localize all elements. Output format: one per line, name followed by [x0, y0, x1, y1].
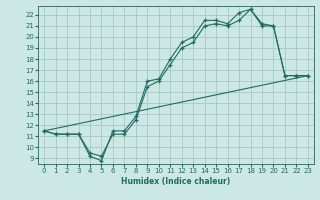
X-axis label: Humidex (Indice chaleur): Humidex (Indice chaleur)	[121, 177, 231, 186]
